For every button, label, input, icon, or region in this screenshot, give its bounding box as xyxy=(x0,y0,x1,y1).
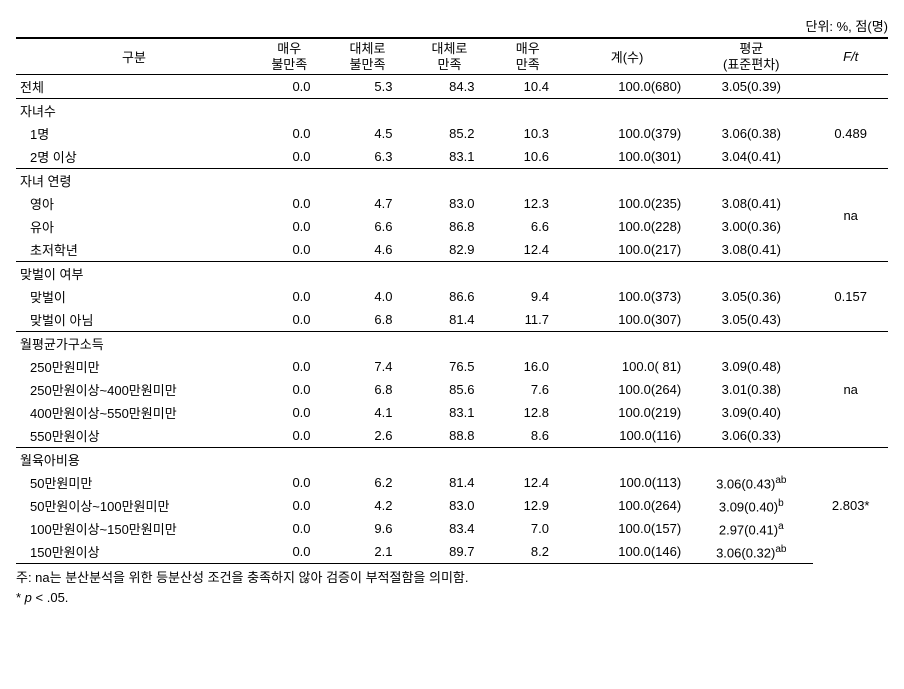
header-col3: 대체로 만족 xyxy=(408,38,490,75)
header-row: 구분 매우 불만족 대체로 불만족 대체로 만족 매우 만족 계(수) 평균 (… xyxy=(16,38,888,75)
group-header-row: 자녀수0.489 xyxy=(16,99,888,123)
header-col7: F/t xyxy=(813,38,888,75)
ft-value: 0.489 xyxy=(813,99,888,169)
ft-value: na xyxy=(813,169,888,262)
data-row: 유아0.06.686.86.6100.0(228)3.00(0.36) xyxy=(16,215,888,238)
data-table: 구분 매우 불만족 대체로 불만족 대체로 만족 매우 만족 계(수) 평균 (… xyxy=(16,37,888,564)
header-col1: 매우 불만족 xyxy=(252,38,327,75)
header-col4: 매우 만족 xyxy=(490,38,565,75)
header-category: 구분 xyxy=(16,38,252,75)
ft-value: na xyxy=(813,332,888,448)
data-row: 100만원이상~150만원미만0.09.683.47.0100.0(157)2.… xyxy=(16,517,888,540)
ft-value: 0.157 xyxy=(813,262,888,332)
data-row: 400만원이상~550만원미만0.04.183.112.8100.0(219)3… xyxy=(16,401,888,424)
header-col2: 대체로 불만족 xyxy=(327,38,409,75)
data-row: 맞벌이0.04.086.69.4100.0(373)3.05(0.36) xyxy=(16,285,888,308)
note-line-2: * p < .05. xyxy=(16,588,888,608)
data-row: 1명0.04.585.210.3100.0(379)3.06(0.38) xyxy=(16,122,888,145)
header-col5: 계(수) xyxy=(565,38,689,75)
data-row: 50만원이상~100만원미만0.04.283.012.9100.0(264)3.… xyxy=(16,494,888,517)
data-row: 250만원이상~400만원미만0.06.885.67.6100.0(264)3.… xyxy=(16,378,888,401)
data-row: 150만원이상0.02.189.78.2100.0(146)3.06(0.32)… xyxy=(16,540,888,564)
group-header-row: 월평균가구소득na xyxy=(16,332,888,356)
row-total: 전체0.05.384.310.4100.0(680)3.05(0.39) xyxy=(16,75,888,99)
group-header-row: 월육아비용2.803* xyxy=(16,448,888,472)
data-row: 250만원미만0.07.476.516.0100.0( 81)3.09(0.48… xyxy=(16,355,888,378)
ft-value: 2.803* xyxy=(813,448,888,564)
data-row: 초저학년0.04.682.912.4100.0(217)3.08(0.41) xyxy=(16,238,888,262)
data-row: 50만원미만0.06.281.412.4100.0(113)3.06(0.43)… xyxy=(16,471,888,494)
notes: 주: na는 분산분석을 위한 등분산성 조건을 충족하지 않아 검증이 부적절… xyxy=(16,568,888,607)
data-row: 2명 이상0.06.383.110.6100.0(301)3.04(0.41) xyxy=(16,145,888,169)
data-row: 영아0.04.783.012.3100.0(235)3.08(0.41) xyxy=(16,192,888,215)
header-col6: 평균 (표준편차) xyxy=(689,38,813,75)
data-row: 맞벌이 아님0.06.881.411.7100.0(307)3.05(0.43) xyxy=(16,308,888,332)
group-header-row: 맞벌이 여부0.157 xyxy=(16,262,888,286)
data-row: 550만원이상0.02.688.88.6100.0(116)3.06(0.33) xyxy=(16,424,888,448)
group-header-row: 자녀 연령na xyxy=(16,169,888,193)
note-line-1: 주: na는 분산분석을 위한 등분산성 조건을 충족하지 않아 검증이 부적절… xyxy=(16,568,888,588)
unit-label: 단위: %, 점(명) xyxy=(16,16,888,35)
